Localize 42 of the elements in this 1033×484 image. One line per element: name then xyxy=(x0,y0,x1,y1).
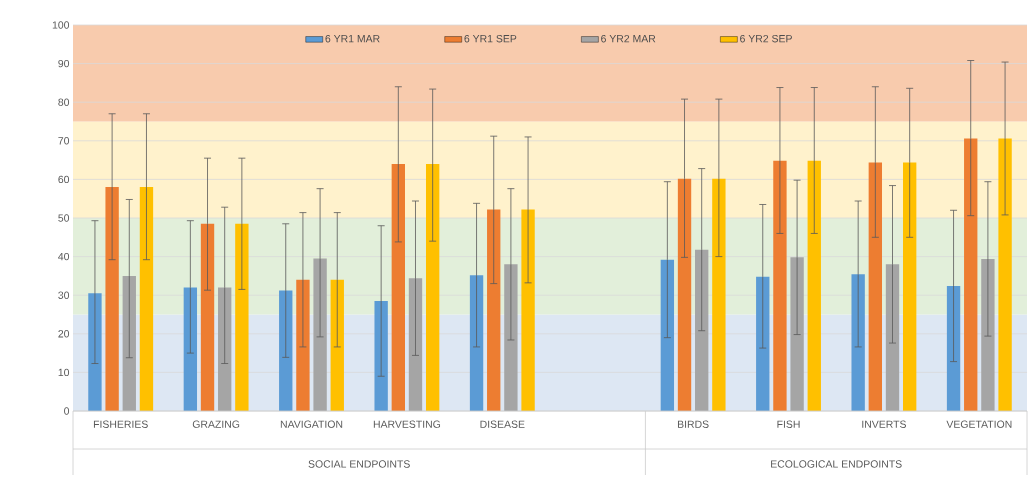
x-tick-label: BIRDS xyxy=(677,420,709,428)
x-tick-label: FISHERIES xyxy=(93,420,148,428)
legend-label: 6 YR1 MAR xyxy=(325,34,380,43)
bar xyxy=(235,223,249,411)
legend-label: 6 YR1 SEP xyxy=(464,34,517,43)
bar xyxy=(998,138,1012,411)
y-tick-label: 70 xyxy=(58,137,70,145)
legend-label: 6 YR2 MAR xyxy=(601,34,656,43)
bar xyxy=(677,178,692,411)
x-tick-label: NAVIGATION xyxy=(280,420,343,428)
x-tick-label: HARVESTING xyxy=(373,420,441,428)
text: SOCIAL ENDPOINTS xyxy=(308,460,410,468)
y-tick-label: 40 xyxy=(58,252,70,261)
bar xyxy=(773,160,787,411)
x-tick-label: DISEASE xyxy=(480,420,525,428)
bar xyxy=(712,178,726,411)
bar xyxy=(487,209,501,411)
y-tick-label: 100 xyxy=(52,21,70,29)
x-tick-label: GRAZING xyxy=(192,420,240,428)
bar xyxy=(964,138,978,411)
bar xyxy=(903,162,917,411)
y-tick-label: 30 xyxy=(58,291,70,299)
bar xyxy=(425,163,440,411)
text: ECOLOGICAL ENDPOINTS xyxy=(771,460,902,468)
y-tick-label: 0 xyxy=(64,407,70,415)
x-tick-label: VEGETATION xyxy=(946,420,1012,428)
y-tick-label: 20 xyxy=(58,330,70,338)
y-tick-label: 80 xyxy=(58,98,70,106)
bar xyxy=(105,187,119,411)
x-tick-label: FISH xyxy=(777,420,800,428)
bar xyxy=(521,209,535,411)
y-tick-label: 60 xyxy=(58,175,70,184)
y-tick-label: 50 xyxy=(58,214,70,222)
y-tick-label: 90 xyxy=(58,59,70,68)
bar xyxy=(868,162,883,411)
bar xyxy=(200,223,215,411)
bar xyxy=(139,187,154,411)
x-tick-label: INVERTS xyxy=(862,420,907,428)
y-tick-label: 10 xyxy=(58,368,70,377)
legend-label: 6 YR2 SEP xyxy=(740,34,792,43)
bar xyxy=(807,160,821,411)
bar xyxy=(391,163,405,411)
